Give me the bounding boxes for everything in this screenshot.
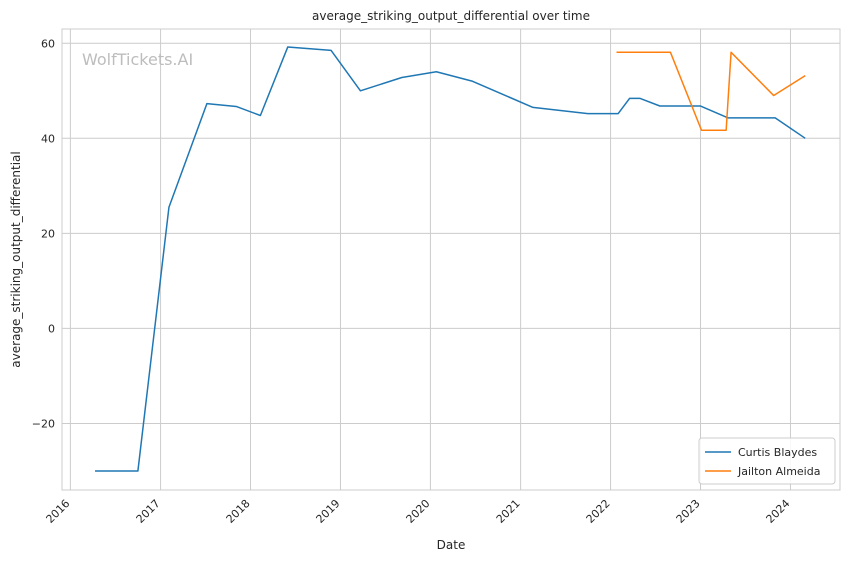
data-point-curtis-blaydes [699,105,701,107]
data-point-curtis-blaydes [617,112,619,114]
watermark: WolfTickets.AI [82,50,193,69]
data-point-jailton-almeida [725,129,727,131]
data-point-jailton-almeida [804,74,806,76]
series-line-jailton-almeida [616,51,806,131]
series-lines [94,46,806,472]
data-point-curtis-blaydes [235,105,237,107]
y-axis-label: average_striking_output_differential [9,151,23,367]
data-point-curtis-blaydes [471,80,473,82]
data-point-curtis-blaydes [435,71,437,73]
chart-title: average_striking_output_differential ove… [312,9,590,23]
data-point-curtis-blaydes [628,97,630,99]
data-point-curtis-blaydes [639,97,641,99]
data-point-curtis-blaydes [206,102,208,104]
plot-area [61,28,841,491]
data-point-curtis-blaydes [659,105,661,107]
data-point-jailton-almeida [669,51,671,53]
y-tick-label-60: 60 [41,37,55,50]
data-point-jailton-almeida [730,51,732,53]
y-tick-label-20: −20 [32,417,55,430]
y-tick-label-0: 0 [48,322,55,335]
data-point-curtis-blaydes [330,49,332,51]
legend-label-curtis-blaydes: Curtis Blaydes [738,446,817,459]
data-point-jailton-almeida [615,51,617,53]
data-point-jailton-almeida [773,94,775,96]
data-point-curtis-blaydes [137,470,139,472]
y-tick-label-40: 40 [41,132,55,145]
legend-box [698,437,836,485]
y-tick-label-20: 20 [41,227,55,240]
data-point-curtis-blaydes [774,117,776,119]
data-point-jailton-almeida [700,129,702,131]
legend: Curtis Blaydes Jailton Almeida [698,437,836,485]
series-line-curtis-blaydes [95,46,806,472]
data-point-curtis-blaydes [94,470,96,472]
data-point-curtis-blaydes [168,206,170,208]
legend-label-jailton-almeida: Jailton Almeida [737,465,820,478]
data-point-curtis-blaydes [587,112,589,114]
data-point-curtis-blaydes [359,90,361,92]
data-point-curtis-blaydes [401,76,403,78]
data-point-curtis-blaydes [532,106,534,108]
data-point-curtis-blaydes [259,114,261,116]
x-axis-label: Date [437,538,466,552]
data-point-curtis-blaydes [287,46,289,48]
data-point-curtis-blaydes [804,137,806,139]
